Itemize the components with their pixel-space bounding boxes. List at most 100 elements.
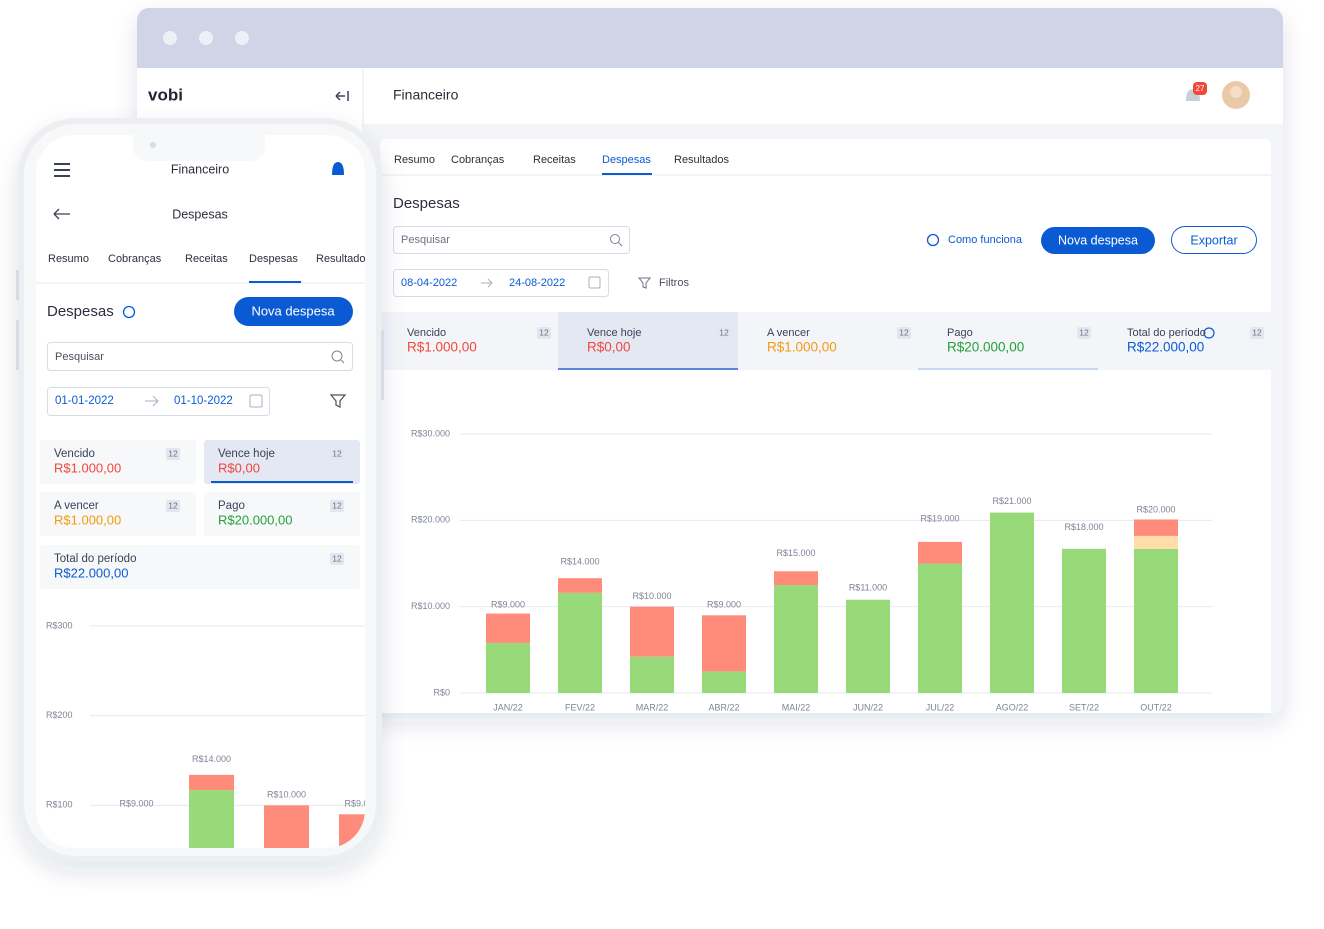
value-label: R$14.000 [192, 754, 231, 764]
bar-segment [702, 671, 746, 693]
summary-card-active [204, 440, 360, 484]
search-icon [610, 234, 620, 244]
y-tick-label: R$300 [46, 620, 73, 630]
value-label: R$11.000 [849, 582, 887, 592]
summary-label: Total do período [54, 553, 136, 565]
value-label: R$9.000 [707, 600, 741, 610]
back-icon[interactable] [53, 208, 70, 220]
count-badge [166, 448, 180, 460]
summary-value: R$0,00 [218, 460, 260, 475]
y-tick-label: R$200 [46, 710, 73, 720]
bell-icon[interactable] [332, 162, 344, 175]
summary-card [40, 545, 360, 589]
bar-segment [630, 656, 674, 693]
summary-card-active [558, 312, 738, 370]
title-bar [137, 8, 1283, 68]
summary-label: Vence hoje [587, 327, 641, 339]
phone-button [16, 270, 19, 300]
filter-label[interactable]: Filtros [659, 277, 689, 289]
tab[interactable]: Receitas [533, 154, 576, 166]
menu-icon[interactable] [54, 163, 70, 177]
y-tick-label: R$100 [46, 800, 73, 810]
phone: Financeiro Despesas Resumo Cobranças Rec… [16, 118, 384, 895]
summary-card [40, 492, 196, 536]
heading: Despesas [47, 303, 114, 320]
tab[interactable]: Resultados [316, 253, 372, 265]
bar-segment [264, 805, 309, 848]
camera [150, 142, 156, 148]
bar-segment [486, 642, 530, 693]
count-badge-text: 12 [899, 327, 909, 337]
date-to: 24-08-2022 [509, 277, 565, 289]
search-placeholder: Pesquisar [401, 234, 450, 246]
tab-active[interactable]: Despesas [602, 154, 651, 166]
primary-button[interactable] [234, 297, 353, 326]
bar-segment [702, 615, 746, 672]
filter-icon[interactable] [637, 277, 652, 289]
y-tick-label: R$10.000 [411, 601, 450, 611]
summary-value: R$1.000,00 [407, 340, 477, 355]
search-placeholder: Pesquisar [55, 351, 104, 363]
search-box[interactable] [393, 226, 630, 254]
x-tick-label: MAR/22 [636, 702, 669, 712]
notification-badge [1193, 82, 1207, 95]
page-title: Financeiro [171, 162, 229, 176]
summary-card [40, 440, 196, 484]
primary-button[interactable] [1041, 227, 1155, 254]
count-badge-text: 12 [332, 500, 342, 510]
heading: Despesas [393, 195, 460, 212]
value-label: R$9.000 [344, 799, 378, 809]
bar-segment [918, 563, 962, 693]
x-tick-label: FEV/22 [565, 702, 595, 712]
summary-value: R$1.000,00 [767, 340, 837, 355]
bar-segment [990, 512, 1034, 693]
date-range[interactable] [393, 269, 609, 297]
tab[interactable]: Resultados [674, 154, 730, 166]
bar-segment [918, 541, 962, 564]
page-title: Financeiro [393, 87, 459, 103]
bar-segment [339, 873, 384, 895]
filter-icon[interactable] [329, 394, 347, 408]
summary-card [204, 492, 360, 536]
tab[interactable]: Cobranças [108, 253, 162, 265]
tab[interactable]: Resumo [394, 154, 435, 166]
x-tick-label: JAN/22 [493, 702, 523, 712]
info-icon[interactable] [122, 305, 136, 319]
notification-count: 27 [1196, 84, 1205, 93]
help-link[interactable]: Como funciona [948, 234, 1023, 246]
export-button[interactable] [1171, 226, 1257, 254]
date-from: 08-04-2022 [401, 277, 457, 289]
summary-value: R$22.000,00 [54, 565, 128, 580]
tab[interactable]: Cobranças [451, 154, 505, 166]
bar-segment [264, 857, 309, 895]
calendar-icon [249, 394, 263, 408]
value-label: R$14.000 [560, 557, 599, 567]
summary-value: R$1.000,00 [54, 512, 121, 527]
primary-button-label: Nova despesa [251, 303, 335, 318]
date-range[interactable] [47, 387, 270, 416]
tab[interactable]: Receitas [185, 253, 228, 265]
count-badge-text: 12 [1079, 327, 1089, 337]
summary-value: R$1.000,00 [54, 460, 121, 475]
x-tick-label: SET/22 [1069, 702, 1099, 712]
search-box[interactable] [47, 342, 353, 371]
search-icon [331, 350, 343, 362]
bar-segment [1062, 548, 1106, 693]
notch [133, 135, 265, 161]
arrow-icon [145, 395, 159, 407]
tab[interactable]: Resumo [48, 253, 89, 265]
date-to: 01-10-2022 [174, 395, 233, 407]
count-badge [1077, 327, 1091, 339]
window-dot [163, 31, 177, 45]
y-tick-label: R$20.000 [411, 515, 450, 525]
x-tick-label: ABR/22 [708, 702, 739, 712]
tab-active[interactable]: Despesas [249, 253, 298, 265]
bar-segment [114, 891, 159, 895]
bar-segment [114, 860, 159, 890]
bar-segment [1134, 519, 1178, 536]
count-badge-text: 12 [168, 448, 178, 458]
collapse-icon[interactable] [335, 91, 349, 101]
count-badge-text: 12 [332, 448, 342, 458]
value-label: R$21.000 [992, 496, 1031, 506]
